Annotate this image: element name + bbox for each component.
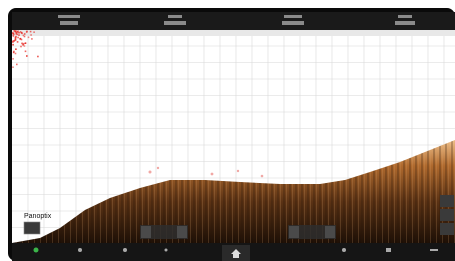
clutter-dot (15, 36, 17, 38)
clutter-dot (13, 40, 15, 42)
minus-button[interactable] (289, 226, 299, 238)
nav-icon[interactable] (34, 248, 39, 253)
clutter-dot (23, 35, 25, 37)
range-control (140, 225, 188, 239)
clutter-dot (25, 51, 27, 53)
clutter-dot (37, 56, 39, 58)
clutter-dot (15, 31, 17, 33)
status-bar (12, 12, 455, 30)
status-field (398, 15, 412, 18)
clutter-dot (13, 52, 15, 54)
nav-icon[interactable] (78, 248, 82, 252)
clutter-dot (24, 45, 26, 47)
clutter-dot (33, 31, 35, 33)
clutter-dot (24, 33, 26, 35)
clutter-dot (18, 32, 20, 34)
status-field (58, 15, 80, 18)
nav-icon[interactable] (430, 249, 438, 251)
status-field (168, 15, 182, 18)
target (211, 173, 214, 176)
clutter-dot (30, 34, 32, 36)
clutter-dot (17, 37, 19, 39)
status-field (164, 21, 186, 25)
gain-control (288, 225, 336, 239)
clutter-dot (31, 38, 33, 40)
nav-icon[interactable] (342, 248, 346, 252)
clutter-dot (25, 42, 27, 44)
clutter-dot (16, 64, 18, 66)
clutter-dot (15, 53, 17, 55)
target (149, 171, 152, 174)
plus-button[interactable] (325, 226, 335, 238)
status-field (282, 21, 304, 25)
clutter-dot (18, 34, 20, 36)
mode-button[interactable] (24, 222, 40, 234)
status-field (60, 21, 78, 25)
target (237, 170, 239, 172)
plus-button[interactable] (177, 226, 187, 238)
clutter-dot (21, 32, 23, 34)
target (261, 175, 264, 178)
clutter-dot (19, 38, 21, 40)
clutter-dot (26, 31, 28, 33)
minus-button[interactable] (141, 226, 151, 238)
side-button[interactable] (440, 223, 454, 235)
side-controls (440, 195, 454, 235)
clutter-dot (17, 31, 19, 33)
sonar-screen: Panoptix (0, 0, 455, 261)
clutter-dot (12, 44, 14, 46)
clutter-dot (23, 43, 25, 45)
mode-label: Panoptix (24, 213, 52, 220)
clutter-dot (30, 31, 32, 33)
clutter-dot (21, 43, 23, 45)
clutter-dot (12, 66, 14, 68)
clutter-dot (15, 33, 17, 35)
clutter-dot (12, 58, 14, 60)
target (157, 167, 159, 169)
clutter-dot (13, 34, 15, 36)
clutter-dot (26, 55, 28, 57)
clutter-dot (13, 36, 15, 38)
status-field (395, 21, 415, 25)
range-scale (12, 30, 455, 36)
nav-icon[interactable] (386, 248, 391, 252)
clutter-dot (15, 48, 17, 50)
nav-icon[interactable] (123, 248, 127, 252)
status-field (284, 15, 302, 18)
side-button[interactable] (440, 209, 454, 221)
nav-icon[interactable] (165, 249, 168, 252)
clutter-dot (28, 37, 30, 39)
clutter-dot (20, 46, 22, 48)
side-button[interactable] (440, 195, 454, 207)
clutter-dot (17, 41, 19, 43)
page: Panoptix (() => { const data = JSON.pars… (0, 0, 455, 261)
